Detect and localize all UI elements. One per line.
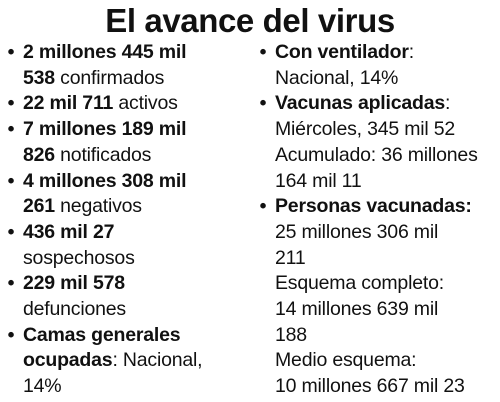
stat-label: defunciones [23, 298, 126, 321]
stat-confirmados: • 2 millones 445 mil 538 confirmados [4, 40, 249, 91]
stat-value: 22 mil 711 [23, 92, 114, 115]
stat-line: 4 millones 308 mil [23, 169, 249, 195]
stat-line: 826 notificados [23, 143, 249, 169]
stat-label: sospechosos [23, 246, 135, 269]
stat-con-ventilador: • Con ventilador: Nacional, 14% [256, 40, 498, 91]
stat-personas-vacunadas: • Personas vacunadas: 25 millones 306 mi… [256, 194, 498, 400]
stat-label: 14% [23, 375, 62, 398]
bullet-marker: • [7, 169, 15, 192]
stat-activos: • 22 mil 711 activos [4, 91, 249, 117]
stat-line: 229 mil 578 [23, 271, 249, 297]
stat-line: 261 negativos [23, 194, 249, 220]
stat-value: 261 [23, 195, 55, 218]
stat-vacunas-aplicadas: • Vacunas aplicadas: Miércoles, 345 mil … [256, 91, 498, 194]
stat-line: 22 mil 711 activos [23, 91, 249, 117]
stat-line: 188 [275, 323, 307, 346]
stat-colon: : [408, 41, 414, 63]
stat-line: Nacional, 14% [275, 66, 498, 92]
stat-label: activos [118, 92, 178, 115]
right-column: • Con ventilador: Nacional, 14% • Vacuna… [256, 40, 498, 400]
stat-line: 25 millones 306 mil [275, 220, 439, 243]
stat-line: 211 [275, 246, 306, 269]
stat-notificados: • 7 millones 189 mil 826 notificados [4, 117, 249, 168]
stat-line: 164 mil 11 [275, 169, 362, 192]
stat-heading: Con ventilador [275, 41, 409, 63]
stat-value: 436 mil 27 [23, 220, 115, 243]
stat-value: 2 millones 445 mil [23, 41, 187, 63]
stat-colon: : [445, 92, 451, 115]
stat-camas-generales: • Camas generales ocupadas: Nacional, 14… [4, 323, 249, 400]
stat-value: 538 [23, 66, 55, 89]
stat-line: ocupadas: Nacional, [23, 348, 249, 374]
stat-value: ocupadas [23, 349, 113, 372]
bullet-marker: • [7, 323, 15, 346]
stat-line: Con ventilador: [275, 40, 498, 66]
stat-label: : Nacional, [112, 349, 203, 372]
stat-value: 826 [23, 143, 55, 166]
stat-line: 538 confirmados [23, 66, 249, 92]
left-column: • 2 millones 445 mil 538 confirmados • 2… [4, 40, 249, 400]
stat-line: Esquema completo: [275, 272, 444, 295]
stat-line: defunciones [23, 297, 249, 323]
bullet-marker: • [7, 272, 15, 295]
stat-sospechosos: • 436 mil 27 sospechosos [4, 220, 249, 271]
stat-line: 14 millones 639 mil [275, 298, 439, 321]
stat-label: Nacional, 14% [275, 66, 399, 89]
bullet-marker: • [7, 41, 15, 63]
stat-line: 2 millones 445 mil [23, 40, 249, 66]
bullet-marker: • [7, 118, 15, 141]
stat-defunciones: • 229 mil 578 defunciones [4, 271, 249, 322]
stat-line: sospechosos [23, 246, 249, 272]
stat-label: confirmados [60, 66, 165, 89]
stat-line: 10 millones 667 mil 23 [275, 375, 465, 398]
stat-line: Personas vacunadas: [275, 194, 498, 220]
stat-label: negativos [60, 195, 142, 218]
stat-line: Miércoles, 345 mil 52 [275, 118, 456, 141]
stat-value: 7 millones 189 mil [23, 118, 187, 141]
stat-label: notificados [60, 143, 152, 166]
stat-value: Camas generales [23, 323, 181, 346]
bullet-marker: • [259, 41, 267, 63]
stat-line: 14% [23, 374, 249, 400]
stat-negativos: • 4 millones 308 mil 261 negativos [4, 169, 249, 220]
stat-line: Medio esquema: [275, 349, 417, 372]
stat-line: Acumulado: 36 millones [275, 143, 478, 166]
bullet-marker: • [259, 195, 267, 218]
stat-heading: Vacunas aplicadas [275, 92, 446, 115]
bullet-marker: • [7, 220, 15, 243]
page-title: El avance del virus [105, 2, 395, 39]
stat-value: 4 millones 308 mil [23, 169, 187, 192]
stat-line: 436 mil 27 [23, 220, 249, 246]
stat-line: Vacunas aplicadas: [275, 91, 498, 117]
stat-value: 229 mil 578 [23, 272, 125, 295]
stat-line: 7 millones 189 mil [23, 117, 249, 143]
stat-heading: Personas vacunadas: [275, 195, 472, 218]
stat-line: Camas generales [23, 323, 249, 349]
bullet-marker: • [259, 92, 267, 115]
bullet-marker: • [7, 92, 15, 115]
